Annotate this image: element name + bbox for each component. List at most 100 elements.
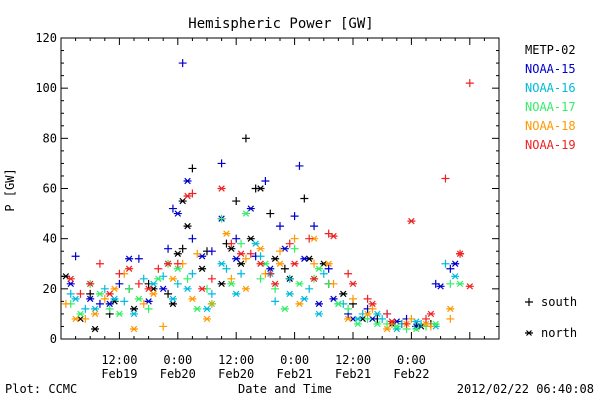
noaa-18-south-point	[310, 259, 319, 268]
noaa-17-south-point	[344, 304, 353, 313]
noaa-16-north-point	[91, 305, 100, 313]
noaa-15-south-point	[310, 222, 319, 231]
noaa-18-south-point	[407, 314, 416, 323]
legend-metp-02: METP-02	[525, 43, 576, 57]
x-tick-time-label: 12:00	[101, 353, 137, 367]
metp-02-south-point	[188, 164, 197, 173]
plot-source-label: Plot: CCMC	[5, 382, 77, 396]
noaa-15-south-point	[207, 247, 216, 256]
noaa-18-south-point	[193, 249, 202, 258]
noaa-15-north-point	[329, 295, 338, 303]
noaa-17-north-point	[227, 280, 236, 288]
noaa-18-north-point	[422, 320, 430, 328]
noaa-15-south-point	[71, 252, 80, 261]
metp-02-south-point	[86, 289, 95, 298]
noaa-19-south-point	[465, 79, 474, 88]
noaa-18-south-point	[139, 299, 148, 308]
noaa-16-north-point	[149, 280, 158, 288]
metp-02-south-point	[266, 209, 275, 218]
noaa-19-north-point	[164, 260, 173, 267]
noaa-15-south-point	[232, 234, 241, 243]
noaa-19-south-point	[134, 279, 143, 288]
noaa-15-south-point	[290, 212, 299, 221]
noaa-16-south-point	[378, 314, 387, 323]
noaa-19-north-point	[329, 232, 338, 240]
noaa-16-north-point	[232, 290, 241, 298]
metp-02-north-point	[168, 300, 177, 308]
noaa-17-north-point	[241, 210, 250, 217]
noaa-16-north-point	[373, 310, 382, 318]
noaa-18-south-point	[207, 299, 216, 308]
metp-02-north-point	[217, 280, 226, 288]
noaa-19-south-point	[115, 269, 124, 278]
noaa-18-north-point	[168, 275, 177, 283]
metp-02-north-point	[227, 245, 236, 252]
data-markers	[61, 59, 474, 333]
noaa-17-north-point	[134, 295, 143, 303]
y-tick-label: 100	[35, 81, 57, 95]
marker-legend-south: south	[541, 295, 577, 309]
noaa-17-south-point	[446, 279, 455, 288]
metp-02-north-point	[246, 235, 255, 242]
noaa-15-south-point	[115, 279, 124, 288]
noaa-16-north-point	[353, 315, 362, 323]
noaa-18-north-point	[256, 245, 265, 252]
x-tick-date-label: Feb20	[218, 367, 254, 381]
noaa-19-south-point	[305, 234, 314, 243]
y-tick-label: 0	[50, 332, 57, 346]
noaa-15-north-point	[266, 265, 275, 272]
noaa-18-south-point	[329, 279, 338, 288]
legend-noaa-18: NOAA-18	[525, 119, 576, 133]
noaa-19-south-point	[441, 174, 450, 183]
noaa-17-north-point	[295, 280, 304, 288]
noaa-16-south-point	[66, 289, 75, 298]
noaa-15-south-point	[95, 299, 104, 308]
noaa-18-north-point	[130, 325, 138, 333]
noaa-19-north-point	[66, 275, 75, 283]
noaa-18-north-point	[222, 230, 231, 237]
legend-noaa-16: NOAA-16	[525, 81, 576, 95]
y-tick-label: 40	[43, 232, 57, 246]
noaa-15-south-point	[217, 159, 226, 168]
noaa-15-south-point	[134, 254, 143, 263]
noaa-19-north-point	[349, 280, 357, 288]
noaa-19-south-point	[76, 289, 85, 298]
x-tick-time-label: 12:00	[218, 353, 254, 367]
noaa-18-south-point	[159, 322, 168, 331]
noaa-18-north-point	[363, 310, 372, 318]
noaa-16-north-point	[217, 260, 226, 267]
noaa-15-north-point	[280, 245, 289, 252]
noaa-18-north-point	[71, 315, 80, 323]
noaa-17-north-point	[412, 325, 421, 333]
noaa-17-south-point	[144, 304, 153, 313]
metp-02-north-point	[237, 260, 246, 267]
legend-noaa-15: NOAA-15	[525, 62, 576, 76]
noaa-16-north-point	[110, 295, 119, 303]
noaa-19-north-point	[465, 283, 474, 290]
noaa-17-north-point	[115, 310, 124, 318]
x-tick-date-label: Feb20	[160, 367, 196, 381]
noaa-15-north-point	[314, 300, 323, 308]
noaa-16-south-point	[271, 297, 280, 306]
noaa-16-north-point	[300, 295, 309, 303]
metp-02-north-point	[256, 185, 265, 192]
noaa-18-north-point	[188, 295, 197, 303]
noaa-18-north-point	[324, 260, 333, 267]
noaa-16-south-point	[285, 274, 294, 283]
noaa-19-north-point	[237, 250, 246, 257]
noaa-15-south-point	[446, 264, 455, 273]
noaa-18-south-point	[81, 314, 90, 323]
noaa-19-north-point	[271, 280, 280, 288]
plot-frame	[60, 37, 500, 340]
noaa-17-north-point	[173, 265, 182, 272]
noaa-17-north-point	[76, 310, 85, 318]
noaa-18-south-point	[61, 299, 70, 308]
noaa-19-south-point	[207, 274, 216, 283]
noaa-16-north-point	[130, 310, 138, 318]
noaa-18-north-point	[344, 315, 353, 323]
noaa-15-north-point	[232, 255, 241, 262]
noaa-17-south-point	[217, 214, 226, 223]
noaa-16-south-point	[441, 259, 450, 268]
noaa-19-south-point	[266, 269, 275, 278]
series-legend: METP-02 NOAA-15 NOAA-16 NOAA-17 NOAA-18 NOAA-…	[525, 43, 576, 152]
